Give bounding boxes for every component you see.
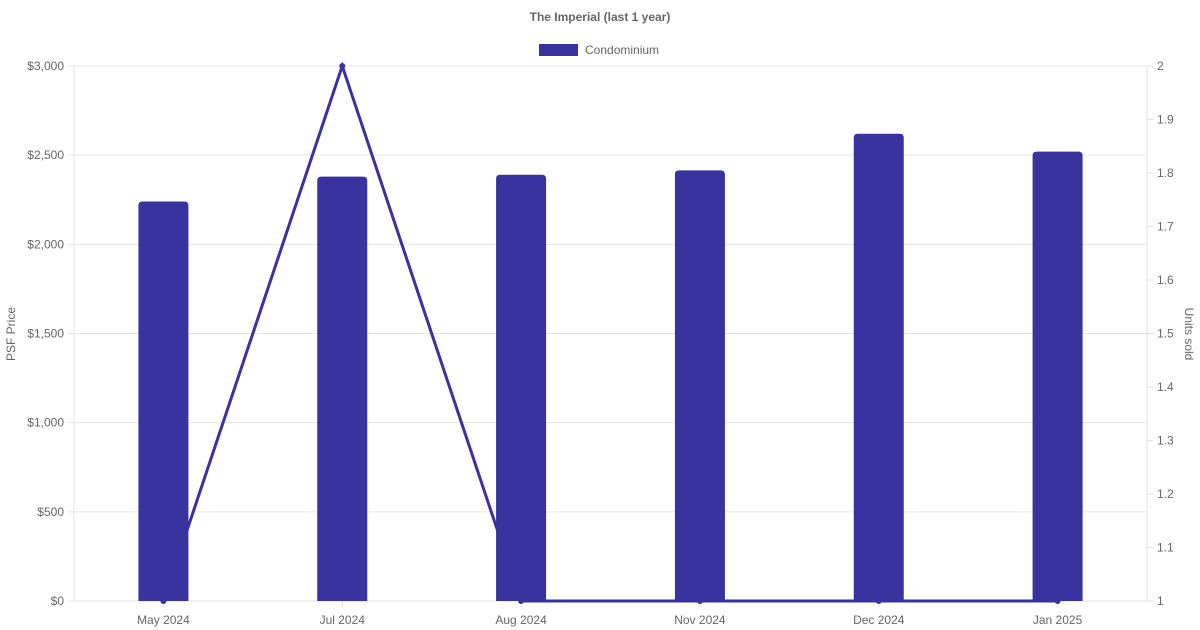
y-right-tick-label-9: 1.9 (1157, 113, 1174, 127)
bar-0 (138, 201, 189, 602)
y-left-tick-label-4: $2,000 (27, 237, 64, 251)
units-sold-point-2 (518, 598, 525, 604)
y-right-tick-label-0: 1 (1157, 594, 1164, 608)
chart-title: The Imperial (last 1 year) (530, 10, 671, 24)
y-right-tick-label-10: 2 (1157, 59, 1164, 73)
y-right-tick-label-5: 1.5 (1157, 327, 1174, 341)
y-right-tick-label-1: 1.1 (1157, 541, 1174, 555)
y-right-tick-label-3: 1.3 (1157, 434, 1174, 448)
bar-1 (317, 176, 368, 602)
y-axis-left: $0 $500 $1,000 $1,500 $2,000 $2,500 $3,000 (27, 59, 64, 608)
units-sold-line (161, 61, 1058, 603)
y-left-tick-label-1: $500 (37, 505, 64, 519)
y-axis-right: 1 1.1 1.2 1.3 1.4 1.5 1.6 1.7 1.8 1.9 2 (1147, 59, 1174, 608)
x-tick-label-3: Nov 2024 (674, 613, 726, 627)
y-right-tick-label-2: 1.2 (1157, 487, 1174, 501)
x-tick-label-4: Dec 2024 (853, 613, 905, 627)
units-sold-point-4 (875, 598, 882, 604)
x-tick-label-1: Jul 2024 (320, 613, 366, 627)
legend-label-condominium[interactable]: Condominium (585, 43, 659, 57)
y-axis-right-title: Units sold (1182, 308, 1196, 361)
y-right-tick-label-6: 1.6 (1157, 273, 1174, 287)
y-left-tick-label-5: $2,500 (27, 148, 64, 162)
x-tick-label-2: Aug 2024 (495, 613, 547, 627)
line-series (160, 61, 1061, 604)
x-tick-label-0: May 2024 (137, 613, 190, 627)
units-sold-point-3 (696, 598, 703, 604)
bar-5 (1032, 151, 1083, 601)
units-sold-point-1 (339, 63, 346, 69)
x-axis: May 2024 Jul 2024 Aug 2024 Nov 2024 Dec 2024… (137, 601, 1083, 627)
y-right-tick-label-4: 1.4 (1157, 380, 1174, 394)
y-left-tick-label-3: $1,500 (27, 327, 64, 341)
legend[interactable]: Condominium (539, 43, 659, 57)
gridlines (68, 65, 1148, 602)
y-left-tick-label-2: $1,000 (27, 416, 64, 430)
x-tick-label-5: Jan 2025 (1033, 613, 1083, 627)
y-right-tick-label-8: 1.8 (1157, 166, 1174, 180)
bar-series (138, 133, 1083, 602)
legend-swatch-condominium[interactable] (539, 44, 578, 56)
units-sold-point-5 (1054, 598, 1061, 604)
y-right-tick-label-7: 1.7 (1157, 220, 1174, 234)
bar-2 (496, 174, 547, 602)
y-axis-left-title: PSF Price (4, 307, 18, 361)
bar-4 (853, 133, 904, 601)
bar-3 (674, 170, 725, 601)
y-left-tick-label-6: $3,000 (27, 59, 64, 73)
y-left-tick-label-0: $0 (51, 594, 65, 608)
units-sold-point-0 (160, 598, 167, 604)
